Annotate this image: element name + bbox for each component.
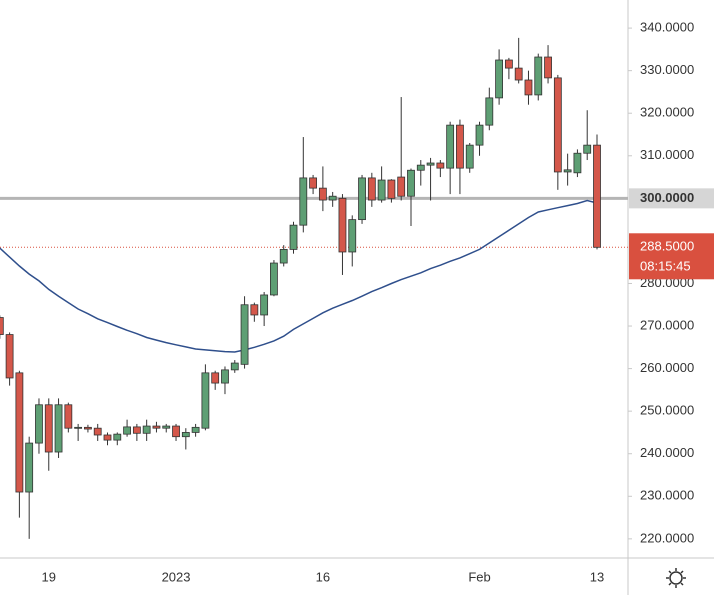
candle-body [358, 177, 366, 221]
candle-body [367, 177, 376, 201]
candle-body [25, 442, 34, 493]
x-tick-label: 19 [42, 569, 56, 584]
candle-body [524, 79, 533, 96]
candle-body [103, 434, 112, 441]
candle-body [583, 144, 592, 154]
candle-body [74, 426, 83, 429]
candle-body [407, 169, 415, 197]
candle-body [84, 426, 92, 430]
candle-body [0, 317, 4, 335]
candle-body [279, 249, 288, 264]
candle-body [162, 425, 171, 429]
x-tick-label: 16 [316, 569, 330, 584]
candle-body [132, 426, 141, 434]
y-tick-label: 310.0000 [640, 147, 694, 162]
candle-body [475, 124, 484, 146]
last-price-label-box [629, 233, 714, 280]
candle-body [152, 425, 161, 429]
candle-body [35, 404, 43, 444]
settings-icon[interactable] [666, 568, 686, 588]
candle-body [93, 427, 102, 436]
price-line-label: 300.0000 [640, 190, 694, 205]
price-line-label-box [629, 188, 714, 209]
y-tick-label: 340.0000 [640, 20, 694, 35]
candle-body [485, 97, 494, 126]
candle-body [270, 262, 278, 296]
candle-body [397, 176, 406, 197]
candle-body [172, 425, 180, 438]
candle-body [544, 56, 552, 79]
candle-body [309, 177, 317, 189]
candle-body [563, 169, 572, 173]
y-tick-label: 320.0000 [640, 105, 694, 120]
candle-body [377, 179, 386, 201]
candle-body [553, 77, 562, 173]
candle-body [54, 404, 63, 453]
y-tick-label: 240.0000 [640, 445, 694, 460]
candle-body [348, 219, 357, 253]
candle-body [426, 162, 435, 166]
candle-body [240, 304, 249, 365]
candle-body [211, 372, 220, 384]
candle-body [64, 404, 73, 429]
candle-body [15, 372, 24, 493]
candle-body [289, 224, 298, 250]
candle-body [504, 59, 513, 69]
candle-body [201, 372, 210, 429]
candle-body [5, 334, 14, 379]
y-tick-label: 230.0000 [640, 488, 694, 503]
last-price-label: 288.5000 [640, 239, 694, 254]
candle-body [338, 197, 347, 253]
candle-body [299, 177, 308, 226]
moving-average [0, 199, 598, 353]
candle-body [534, 56, 543, 96]
candle-body [44, 404, 53, 453]
y-tick-label: 250.0000 [640, 403, 694, 418]
candle-body [318, 187, 327, 201]
candle-body [593, 144, 601, 248]
candle-body [191, 426, 200, 433]
x-tick-label: 13 [590, 569, 604, 584]
candle-body [230, 362, 239, 371]
candle-body [446, 124, 455, 169]
x-tick-label: 2023 [162, 569, 191, 584]
y-tick-label: 330.0000 [640, 62, 694, 77]
candle-body [328, 195, 337, 201]
countdown-label: 08:15:45 [640, 259, 691, 274]
candle-body [436, 162, 445, 169]
candle-body [260, 294, 269, 316]
candle-body [573, 152, 582, 174]
candle-body [221, 369, 229, 384]
x-tick-label: Feb [468, 569, 490, 584]
y-tick-label: 260.0000 [640, 360, 694, 375]
candle-body [113, 433, 122, 441]
candle-body [181, 432, 190, 438]
y-tick-label: 270.0000 [640, 317, 694, 332]
candle-body [416, 164, 425, 171]
candle-body [123, 426, 131, 435]
y-tick-label: 220.0000 [640, 530, 694, 545]
candle-body [142, 425, 151, 434]
candle-body [514, 67, 523, 81]
candle-body [387, 179, 396, 199]
candle-body [250, 304, 259, 316]
candle-body [495, 59, 504, 99]
candle-body [465, 144, 474, 169]
candle-body [456, 124, 464, 169]
